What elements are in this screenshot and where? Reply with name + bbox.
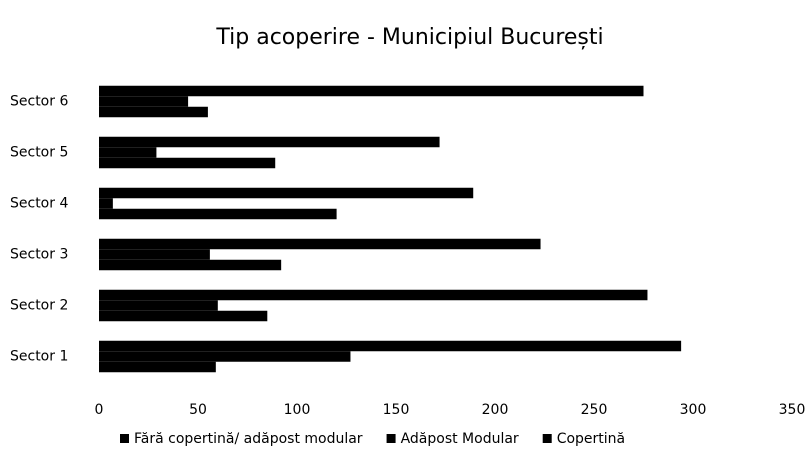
bar	[99, 310, 268, 322]
x-tick-label: 300	[680, 402, 707, 418]
bar	[99, 259, 282, 271]
bar	[99, 289, 648, 301]
chart-title: Tip acoperire - Municipiul București	[215, 25, 603, 50]
legend-swatch	[542, 434, 552, 443]
bar	[99, 147, 157, 158]
bar	[99, 208, 337, 220]
legend-label: Adăpost Modular	[401, 431, 519, 447]
y-tick-label: Sector 3	[10, 247, 68, 263]
bar	[99, 300, 218, 311]
bar	[99, 238, 541, 250]
legend-label: Copertină	[557, 431, 625, 447]
bar	[99, 157, 276, 169]
bar	[99, 351, 351, 362]
bar	[99, 96, 189, 107]
bar	[99, 340, 682, 352]
x-tick-label: 150	[383, 402, 410, 418]
bar	[99, 361, 216, 373]
bar	[99, 136, 440, 148]
x-tick-label: 50	[189, 402, 207, 418]
legend-label: Fără copertină/ adăpost modular	[134, 431, 363, 447]
x-tick-label: 200	[482, 402, 509, 418]
x-tick-label: 100	[284, 402, 311, 418]
bar	[99, 187, 474, 199]
x-tick-label: 0	[95, 402, 104, 418]
y-tick-label: Sector 6	[10, 94, 68, 110]
bar	[99, 198, 113, 209]
y-tick-label: Sector 2	[10, 298, 68, 314]
y-tick-label: Sector 4	[10, 196, 68, 212]
x-tick-label: 250	[581, 402, 608, 418]
bar	[99, 85, 644, 97]
y-tick-label: Sector 5	[10, 145, 68, 161]
legend-swatch	[120, 434, 129, 443]
legend-swatch	[386, 434, 396, 443]
x-tick-label: 350	[779, 402, 806, 418]
y-tick-label: Sector 1	[10, 349, 68, 365]
bar	[99, 106, 208, 118]
bar	[99, 249, 210, 260]
